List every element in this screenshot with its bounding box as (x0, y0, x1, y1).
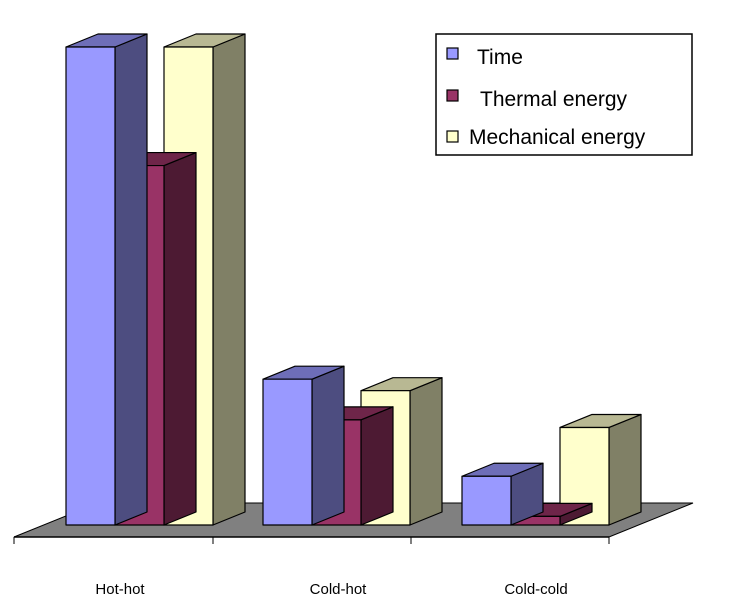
bar-side-face (409, 377, 443, 526)
bar-front-face (262, 378, 313, 526)
bar-front-face (65, 46, 116, 526)
legend-swatch-mechanical-energy (446, 130, 459, 143)
bar-group (65, 33, 642, 526)
bar-side-face (311, 365, 345, 526)
bar-mechanical-energy-cold-cold (559, 413, 642, 526)
legend-swatch-time (446, 47, 459, 60)
legend-label-mechanical-energy: Mechanical energy (469, 126, 646, 149)
x-tick-labels: Hot-hot Cold-hot Cold-cold (95, 581, 567, 598)
bar-cluster-hot-hot (65, 33, 246, 526)
legend-swatch-thermal-energy (446, 89, 459, 102)
bar-side-face (114, 33, 148, 526)
bar-time-cold-hot (262, 365, 345, 526)
x-tick-label: Cold-cold (504, 581, 567, 598)
x-axis (13, 536, 610, 544)
bar-front-face (559, 426, 610, 526)
bar-time-cold-cold (461, 462, 544, 526)
bar-cluster-cold-hot (262, 365, 443, 526)
bar-side-face (163, 151, 197, 526)
legend: Time Thermal energy Mechanical energy (435, 33, 693, 156)
bar-side-face (212, 33, 246, 526)
x-tick-label: Cold-hot (310, 581, 368, 598)
legend-label-time: Time (477, 46, 523, 69)
bar-cluster-cold-cold (461, 413, 642, 526)
legend-label-thermal-energy: Thermal energy (480, 88, 628, 111)
bar-side-face (360, 406, 394, 526)
bar-side-face (608, 413, 642, 526)
x-tick-label: Hot-hot (95, 581, 145, 598)
bar-front-face (461, 475, 512, 526)
legend-box (435, 33, 693, 156)
bar-time-hot-hot (65, 33, 148, 526)
